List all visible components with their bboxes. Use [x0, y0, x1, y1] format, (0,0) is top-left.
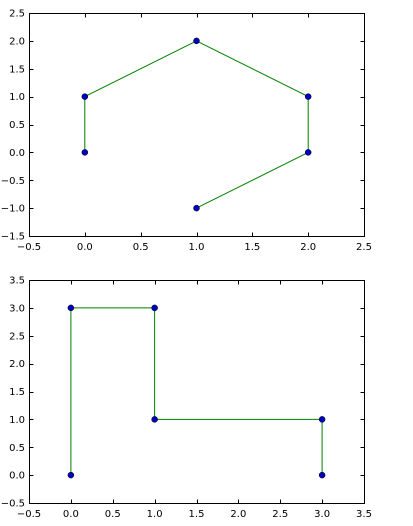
data-point — [318, 416, 326, 423]
plot-area-1 — [29, 13, 365, 237]
y-tick-label: −0.5 — [1, 499, 25, 510]
x-tick-label: 2.5 — [356, 242, 372, 253]
data-point — [81, 93, 89, 100]
y-tick-label: 2.0 — [9, 359, 25, 370]
data-point — [151, 304, 158, 312]
x-tick-label: 1.5 — [189, 509, 205, 520]
x-tick-label: 2.0 — [300, 242, 316, 253]
x-tick-label: 2.5 — [272, 509, 288, 520]
chart-1: −0.5 0.0 0.5 1.0 1.5 2.0 2.5 −1.5 −1.0 −0.5 0.0 0.5… — [1, 9, 372, 254]
x-tick-label: −0.5 — [17, 509, 41, 520]
y-tick-label: −0.5 — [1, 176, 25, 187]
data-point — [193, 37, 200, 45]
y-tick-label: 3.5 — [9, 276, 25, 287]
data-point — [318, 471, 326, 479]
series-line-1 — [70, 307, 323, 476]
y-tick-label: −1.0 — [1, 204, 25, 215]
x-tick-label: 0.0 — [63, 509, 79, 520]
y-tick-label: 3.0 — [9, 303, 25, 314]
y-tick-label: 2.0 — [9, 36, 25, 47]
y-tick-label: 1.5 — [9, 64, 25, 75]
data-point — [151, 416, 158, 423]
x-tick-label: −0.5 — [17, 242, 41, 253]
data-point — [193, 204, 200, 212]
y-tick-label: 2.5 — [9, 9, 25, 20]
data-point — [304, 149, 312, 156]
chart-2: −0.5 0.0 0.5 1.0 1.5 2.0 2.5 3.0 3.5 −0.5 0.0 0.5 1.… — [1, 276, 372, 521]
series-line-1 — [84, 40, 309, 209]
y-tick-label: 1.5 — [9, 387, 25, 398]
data-point — [81, 149, 89, 156]
x-tick-label: 0.5 — [133, 242, 149, 253]
x-tick-label: 3.0 — [314, 509, 330, 520]
y-tick-label: −1.5 — [1, 232, 25, 243]
x-tick-label: 1.5 — [244, 242, 260, 253]
y-tick-label: 1.0 — [9, 415, 25, 426]
x-tick-label: 0.0 — [77, 242, 93, 253]
data-point — [304, 93, 312, 100]
y-tick-label: 2.5 — [9, 331, 25, 342]
data-point — [67, 471, 75, 479]
x-tick-label: 1.0 — [189, 242, 205, 253]
plot-area-2 — [29, 280, 365, 504]
y-tick-label: 0.5 — [9, 443, 25, 454]
y-tick-label: 1.0 — [9, 92, 25, 103]
x-tick-label: 0.5 — [105, 509, 121, 520]
y-tick-label: 0.5 — [9, 120, 25, 131]
x-tick-label: 3.5 — [356, 509, 372, 520]
x-tick-label: 1.0 — [147, 509, 163, 520]
x-tick-label: 2.0 — [230, 509, 246, 520]
data-point — [67, 304, 75, 312]
y-tick-label: 0.0 — [9, 148, 25, 159]
y-tick-label: 0.0 — [9, 471, 25, 482]
